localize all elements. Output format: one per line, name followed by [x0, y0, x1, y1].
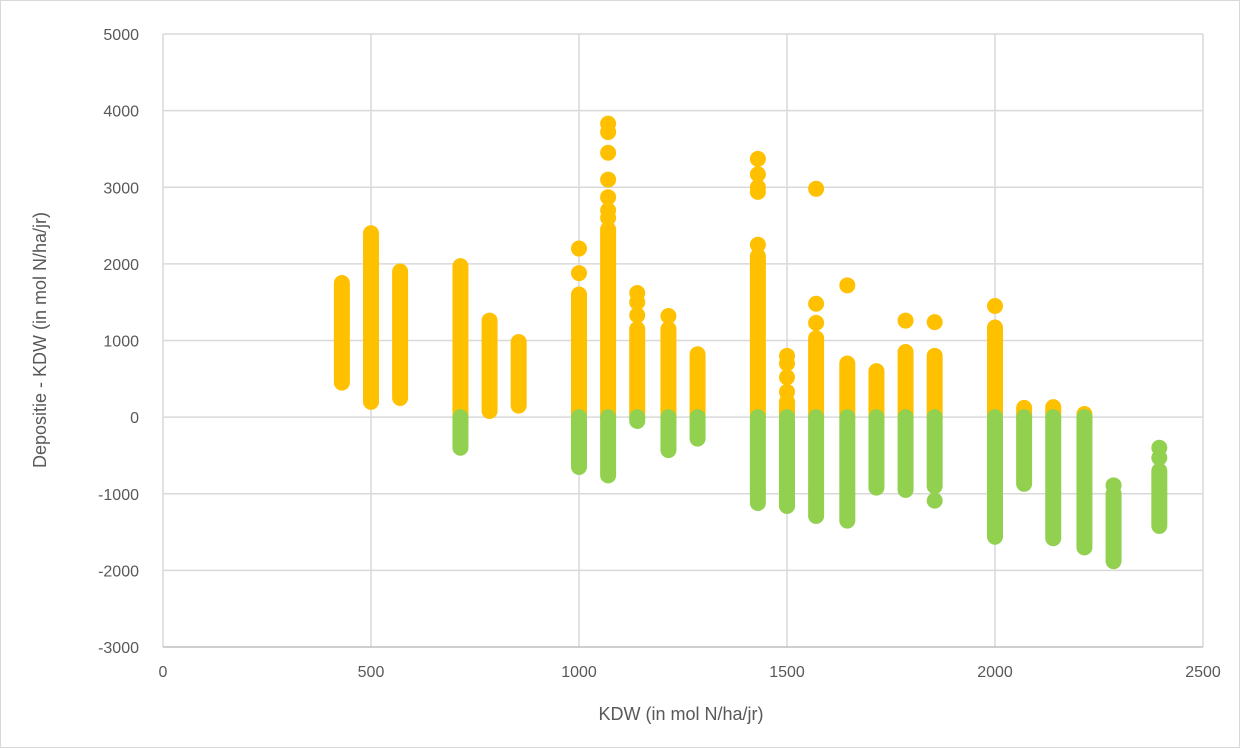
y-tick-label: 1000 — [103, 334, 139, 351]
y-tick-label: 2000 — [103, 257, 139, 274]
exceedance-point — [629, 294, 646, 311]
exceedance-point — [600, 124, 617, 141]
exceedance-point — [987, 298, 1003, 315]
exceedance-point — [660, 307, 677, 324]
below-kdw-point — [1105, 477, 1122, 494]
exceedance-point — [749, 166, 766, 183]
y-tick-label: 0 — [130, 410, 139, 427]
exceedance-point — [629, 307, 646, 324]
exceedance-point — [808, 314, 825, 331]
tick-labels: 0 500 1000 1500 2000 2500 5000 4000 3000 2000 1000… — [98, 27, 1221, 681]
exceedance-point — [749, 183, 766, 200]
exceedance-point — [571, 265, 587, 282]
exceedance-point — [600, 144, 617, 161]
x-tick-label: 2500 — [1185, 664, 1221, 681]
exceedance-point — [600, 209, 617, 226]
exceedance-point — [779, 355, 795, 372]
exceedance-point — [839, 277, 856, 294]
data-marks — [333, 115, 1168, 570]
x-tick-label: 1500 — [769, 664, 805, 681]
x-tick-label: 500 — [358, 664, 385, 681]
below-kdw-point — [926, 492, 943, 509]
exceedance-point — [926, 314, 943, 331]
gridlines — [162, 33, 1204, 648]
y-tick-label: 3000 — [103, 180, 139, 197]
y-tick-label: -2000 — [98, 563, 139, 580]
exceedance-point — [749, 236, 766, 253]
exceedance-point — [571, 240, 587, 257]
exceedance-point — [779, 369, 795, 386]
exceedance-point — [808, 295, 825, 312]
y-axis-title: Depositie - KDW (in mol N/ha/jr) — [30, 212, 50, 468]
exceedance-point — [897, 312, 914, 329]
y-tick-label: -3000 — [98, 640, 139, 657]
x-axis-title: KDW (in mol N/ha/jr) — [598, 704, 763, 724]
y-tick-label: 4000 — [103, 104, 139, 121]
exceedance-point — [779, 383, 795, 400]
exceedance-point — [600, 189, 617, 206]
x-tick-label: 2000 — [977, 664, 1013, 681]
exceedance-point — [749, 150, 766, 167]
y-tick-label: -1000 — [98, 487, 139, 504]
below-kdw-point — [1151, 449, 1168, 466]
y-tick-label: 5000 — [103, 27, 139, 44]
exceedance-point — [808, 180, 825, 197]
exceedance-point — [600, 171, 617, 188]
x-tick-label: 0 — [159, 664, 168, 681]
x-tick-label: 1000 — [561, 664, 597, 681]
